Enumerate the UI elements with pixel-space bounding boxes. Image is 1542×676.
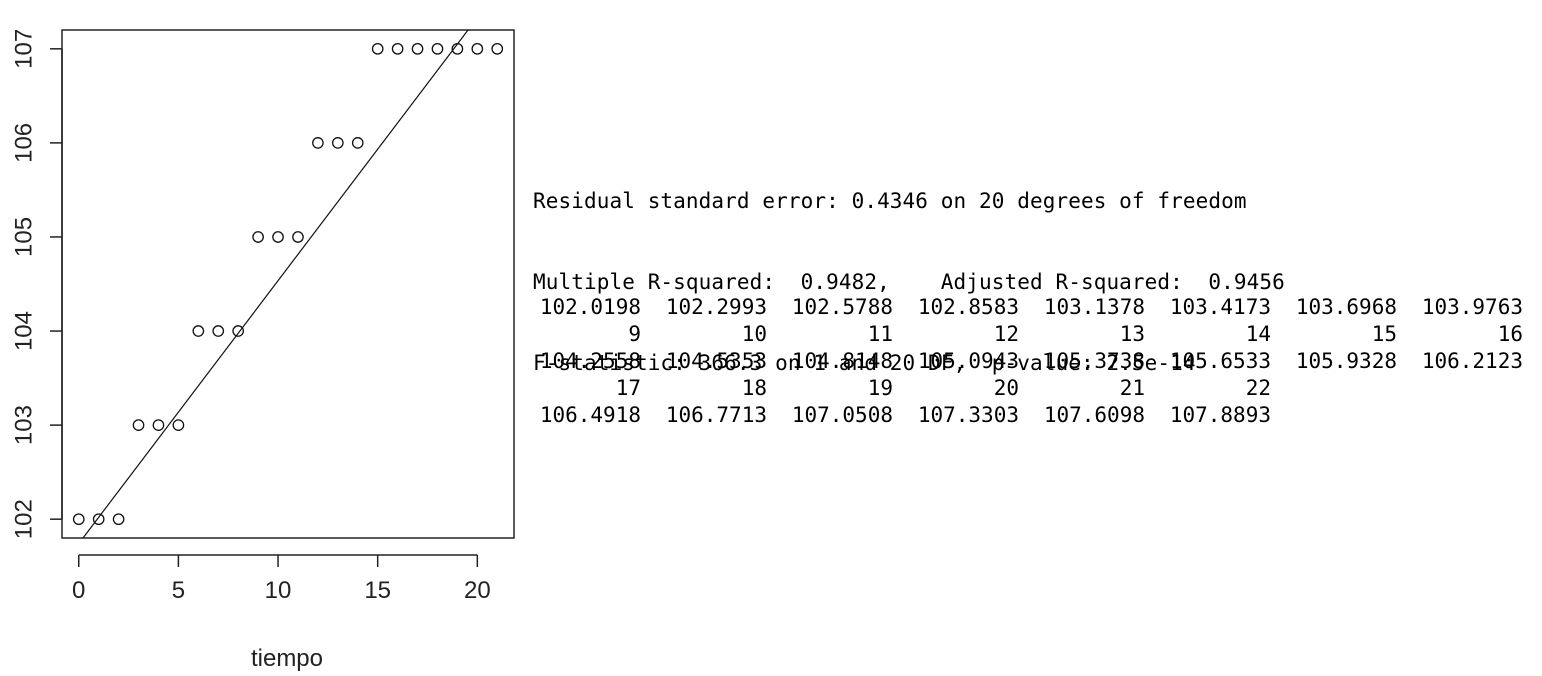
- fitted-index: 11: [867, 322, 893, 346]
- fitted-value: 107.0508: [791, 403, 893, 427]
- fitted-index: 19: [867, 376, 893, 400]
- residual-se-line: Residual standard error: 0.4346 on 20 de…: [533, 189, 1247, 213]
- y-axis: 102 103 104 105 106 107: [11, 29, 63, 539]
- scatter-plot: 0 5 10 15 20 102 103 104 105 106 107 tiempo: [11, 29, 515, 672]
- x-tick-label: 15: [364, 577, 391, 604]
- data-point: [471, 42, 484, 55]
- data-points: [72, 42, 504, 526]
- fitted-value: 102.8583: [917, 295, 1019, 319]
- fitted-value: 103.4173: [1169, 295, 1271, 319]
- y-tick-label: 107: [11, 29, 38, 69]
- r-squared-line: Multiple R-squared: 0.9482, Adjusted R-s…: [533, 270, 1285, 294]
- regression-line: [82, 29, 469, 539]
- fitted-index: 16: [1497, 322, 1523, 346]
- data-point: [212, 325, 225, 337]
- fitted-value: 103.1378: [1043, 295, 1145, 319]
- fitted-index: 14: [1245, 322, 1271, 346]
- data-point: [411, 42, 424, 55]
- fitted-value: 106.4918: [539, 403, 641, 427]
- fitted-value: 105.6533: [1169, 349, 1271, 373]
- data-point: [371, 42, 384, 55]
- data-point: [92, 513, 105, 526]
- fitted-index: 15: [1371, 322, 1397, 346]
- fitted-index: 17: [615, 376, 641, 400]
- data-point: [112, 513, 125, 526]
- fitted-value: 106.7713: [665, 403, 767, 427]
- fitted-values-row: 102.0198 102.2993 102.5788 102.8583 103.1378…: [533, 294, 1523, 321]
- fitted-value: 104.2558: [539, 349, 641, 373]
- fitted-index: 12: [993, 322, 1019, 346]
- fitted-index-row: 9 10 11 12 13 14 15 16: [533, 321, 1523, 348]
- data-point: [312, 137, 324, 149]
- fitted-value: 102.5788: [791, 295, 893, 319]
- fitted-index: 22: [1245, 376, 1271, 400]
- y-tick-label: 105: [11, 217, 38, 257]
- x-tick-label: 0: [72, 577, 85, 604]
- data-point: [72, 513, 85, 526]
- regression-line-layer: [82, 29, 469, 539]
- fitted-index: 9: [628, 322, 641, 346]
- x-tick-label: 5: [172, 577, 185, 604]
- data-point: [272, 231, 284, 243]
- x-axis-label: tiempo: [251, 645, 323, 672]
- data-point: [292, 231, 304, 243]
- y-tick-label: 103: [11, 405, 38, 445]
- fitted-value: 105.0943: [917, 349, 1019, 373]
- data-point: [491, 42, 504, 55]
- data-point: [391, 42, 404, 55]
- fitted-value: 107.8893: [1169, 403, 1271, 427]
- fitted-value: 104.5353: [665, 349, 767, 373]
- data-point: [331, 137, 344, 149]
- x-axis: 0 5 10 15 20: [72, 554, 491, 604]
- y-tick-label: 106: [11, 123, 38, 163]
- fitted-index: 18: [741, 376, 767, 400]
- data-point: [172, 419, 185, 431]
- y-tick-label: 104: [11, 311, 38, 351]
- fitted-value: 107.3303: [917, 403, 1019, 427]
- fitted-index: 10: [741, 322, 767, 346]
- fitted-index: 20: [993, 376, 1019, 400]
- fitted-value: 105.3738: [1043, 349, 1145, 373]
- fitted-value: 103.9763: [1421, 295, 1523, 319]
- fitted-index: 21: [1119, 376, 1145, 400]
- fitted-index: 13: [1119, 322, 1145, 346]
- data-point: [252, 231, 264, 243]
- data-point: [132, 419, 145, 431]
- x-tick-label: 20: [464, 577, 491, 604]
- fitted-values-row: 106.4918 106.7713 107.0508 107.3303 107.6098…: [533, 402, 1523, 429]
- regression-summary: Residual standard error: 0.4346 on 20 de…: [533, 134, 1285, 404]
- plot-frame: [61, 29, 515, 539]
- x-tick-label: 10: [265, 577, 292, 604]
- data-point: [192, 325, 205, 337]
- fitted-value: 106.2123: [1421, 349, 1523, 373]
- fitted-values-output: 102.0198 102.2993 102.5788 102.8583 103.1378…: [533, 294, 1523, 429]
- fitted-value: 103.6968: [1295, 295, 1397, 319]
- fitted-index-row: 17 18 19 20 21 22: [533, 375, 1523, 402]
- data-point: [232, 325, 245, 337]
- fitted-value: 102.2993: [665, 295, 767, 319]
- data-point: [351, 137, 364, 149]
- fitted-value: 107.6098: [1043, 403, 1145, 427]
- data-point: [152, 419, 165, 431]
- f-statistic-line: F-statistic: 366.3 on 1 and 20 DF, p-val…: [533, 351, 1196, 375]
- fitted-value: 105.9328: [1295, 349, 1397, 373]
- data-point: [431, 42, 444, 55]
- y-tick-label: 102: [11, 499, 38, 539]
- fitted-values-row: 104.2558 104.5353 104.8148 105.0943 105.3738…: [533, 348, 1523, 375]
- fitted-value: 104.8148: [791, 349, 893, 373]
- fitted-value: 102.0198: [539, 295, 641, 319]
